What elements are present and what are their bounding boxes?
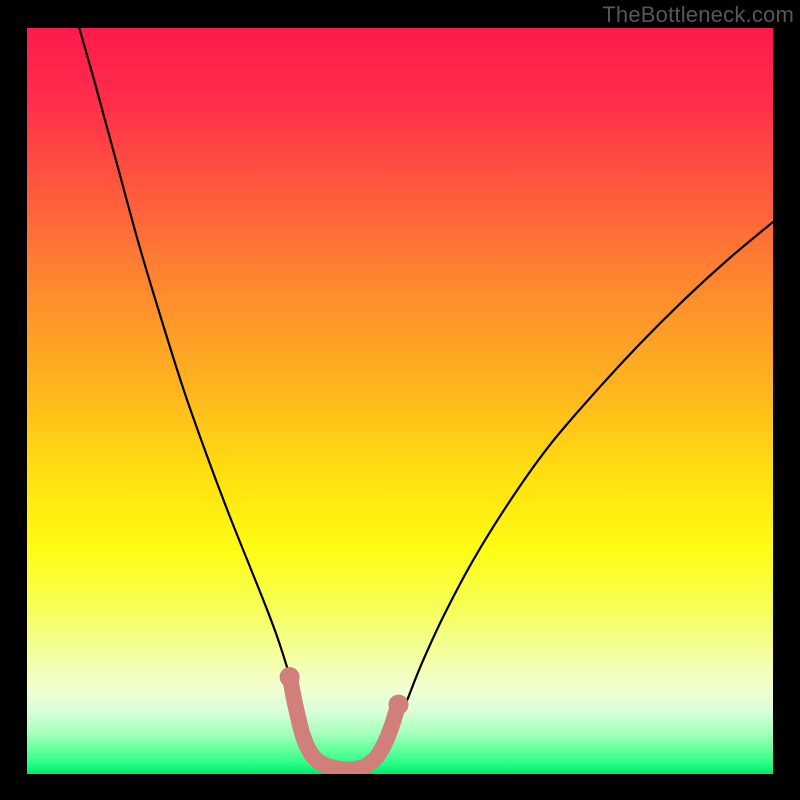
overlay-end-dot bbox=[280, 667, 300, 687]
plot-area bbox=[27, 28, 773, 774]
optimal-range-overlay bbox=[290, 680, 397, 770]
overlay-end-dot bbox=[389, 695, 409, 715]
watermark-text: TheBottleneck.com bbox=[602, 2, 794, 28]
bottleneck-curve bbox=[79, 28, 773, 773]
bottleneck-chart: TheBottleneck.com bbox=[0, 0, 800, 800]
curve-layer bbox=[27, 28, 773, 774]
